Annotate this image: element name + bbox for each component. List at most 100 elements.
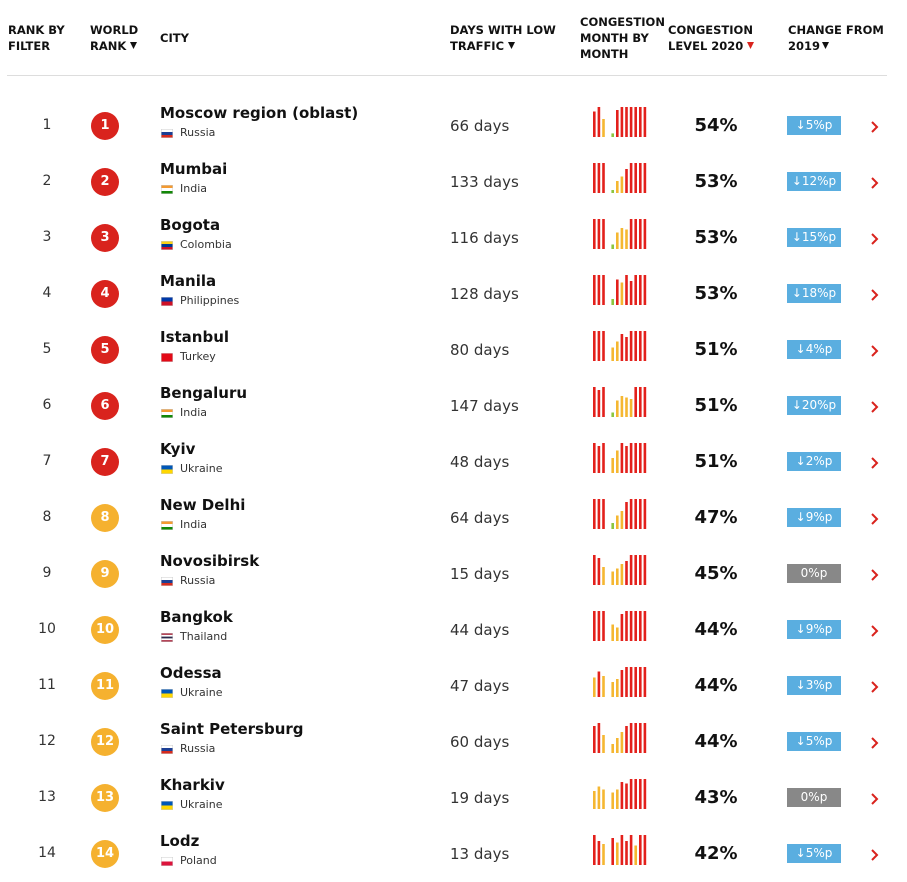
month-bar [602,387,605,417]
month-bar [643,331,647,361]
month-bar [602,275,605,305]
flag [161,745,173,754]
sort-arrow-active [747,42,754,49]
flag-stripe [161,188,173,192]
column-header: CONGESTION MONTH BY MONTH [580,14,665,62]
header-line: RANK [90,39,127,53]
world-rank-badge: 11 [91,672,119,700]
row-link-arrow[interactable] [870,457,880,469]
row-link-arrow[interactable] [870,849,880,861]
flag-border [161,129,173,138]
month-bar [611,744,614,753]
country: Russia [180,742,216,755]
month-bar [634,163,637,193]
country: Philippines [180,294,240,307]
month-bar [616,568,619,585]
column-header: CITY [160,31,189,45]
month-bar [625,667,628,697]
row-link-arrow[interactable] [870,345,880,357]
flag-stripe [161,469,173,474]
rank: 2 [42,173,52,189]
days-low-traffic: 47 days [450,677,510,695]
month-bar [620,176,624,193]
flag-stripe [161,191,173,194]
month-bar [593,275,596,305]
month-bar [597,611,601,641]
flag-stripe [161,689,173,694]
month-bar [597,331,601,361]
header-line: CONGESTION [668,23,753,37]
monthly-congestion-chart [593,611,647,641]
month-bar [597,671,601,697]
month-bar [616,279,619,305]
flag [161,409,173,418]
row-link-arrow[interactable] [870,401,880,413]
congestion-level: 53% [694,227,738,248]
month-bar [597,275,601,305]
country: Russia [180,574,216,587]
month-bar [625,841,628,865]
country: India [180,406,207,419]
row-link-arrow[interactable] [870,681,880,693]
row-link-arrow[interactable] [870,177,880,189]
flag-border [161,745,173,754]
flag [161,857,173,866]
month-bar [634,499,637,529]
days-low-traffic: 116 days [450,229,519,247]
flag-stripe [161,801,173,806]
month-bar [611,523,614,529]
month-bar [625,502,628,529]
row-link-arrow[interactable] [870,737,880,749]
month-bar [602,567,605,585]
month-bar [639,443,642,473]
city-name: Saint Petersburg [160,720,304,738]
monthly-congestion-chart [593,275,647,305]
row-link-arrow[interactable] [870,569,880,581]
flag-stripe [161,527,173,530]
row-link-arrow[interactable] [870,289,880,301]
change-badge: ↓2%p [787,452,841,471]
flag-stripe [161,857,173,862]
world-rank-badge: 5 [91,336,119,364]
city-name: Bogota [160,216,221,234]
days-low-traffic: 15 days [450,565,510,583]
month-bar [634,555,637,585]
row-link-arrow[interactable] [870,121,880,133]
row-link-arrow[interactable] [870,513,880,525]
month-bar [597,390,601,417]
month-bar [629,163,633,193]
month-bar [634,845,637,865]
row-link-arrow[interactable] [870,625,880,637]
month-bar [643,611,647,641]
month-bar [639,331,642,361]
flag-stripe [161,415,173,418]
month-bar [625,446,628,473]
chevron [871,345,879,357]
city-name: Moscow region (oblast) [160,104,359,122]
month-bar [611,838,614,865]
column-header: RANK BY FILTER [8,22,65,54]
congestion-level: 42% [694,843,738,864]
month-bar [643,107,647,137]
congestion-level: 44% [694,731,738,752]
month-bar [616,450,619,473]
monthly-congestion-chart [593,163,647,193]
flag-stripe [161,577,173,581]
month-bar [625,337,628,361]
chevron [871,569,879,581]
flag-stripe [161,745,173,749]
days-low-traffic: 147 days [450,397,519,415]
month-bar [643,499,647,529]
congestion-level: 43% [694,787,738,808]
row-link-arrow[interactable] [870,233,880,245]
country: Colombia [180,238,232,251]
world-rank-badge: 10 [91,616,119,644]
days-low-traffic: 64 days [450,509,510,527]
month-bar [629,667,633,697]
flag [161,241,173,250]
chevron [871,625,879,637]
month-bar [597,219,601,249]
header-line: 2019 [788,39,821,53]
month-bar [597,446,601,473]
row-link-arrow[interactable] [870,793,880,805]
